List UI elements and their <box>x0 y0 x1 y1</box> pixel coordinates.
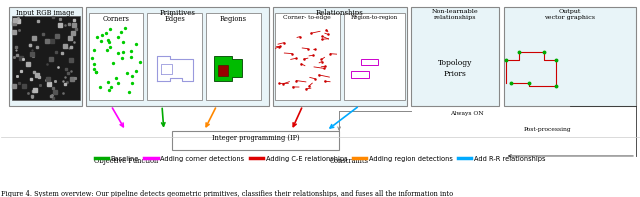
Text: Integer programming (IP): Integer programming (IP) <box>212 134 300 142</box>
Text: Input RGB image: Input RGB image <box>16 9 74 17</box>
Text: Output
vector graphics: Output vector graphics <box>544 9 595 20</box>
Text: Regions: Regions <box>220 15 247 23</box>
FancyBboxPatch shape <box>12 16 80 100</box>
Polygon shape <box>218 65 228 76</box>
Polygon shape <box>214 57 243 81</box>
FancyBboxPatch shape <box>273 7 406 106</box>
Text: Region-to-region: Region-to-region <box>351 15 398 20</box>
Text: Constraints: Constraints <box>329 157 368 165</box>
FancyBboxPatch shape <box>89 13 143 100</box>
FancyBboxPatch shape <box>86 7 269 106</box>
Text: Post-processing: Post-processing <box>524 127 572 132</box>
FancyBboxPatch shape <box>172 131 339 150</box>
Text: Objective Function: Objective Function <box>93 157 158 165</box>
FancyBboxPatch shape <box>275 13 340 100</box>
Text: Always ON: Always ON <box>450 111 483 116</box>
Text: Relationships: Relationships <box>316 9 364 17</box>
Text: Corner- to-edge: Corner- to-edge <box>284 15 331 20</box>
Legend: Baseline, Adding corner detections, Adding C-E relationships, Adding region dete: Baseline, Adding corner detections, Addi… <box>92 153 548 164</box>
FancyBboxPatch shape <box>206 13 260 100</box>
FancyBboxPatch shape <box>147 13 202 100</box>
Text: Non-learnable
relationships: Non-learnable relationships <box>432 9 479 20</box>
FancyBboxPatch shape <box>9 7 83 106</box>
Text: Corners: Corners <box>102 15 129 23</box>
Text: Topology
Priors: Topology Priors <box>438 59 472 78</box>
FancyBboxPatch shape <box>411 7 499 106</box>
Text: Figure 4. System overview: Our pipeline detects geometric primitives, classifies: Figure 4. System overview: Our pipeline … <box>1 190 454 197</box>
FancyBboxPatch shape <box>344 13 405 100</box>
FancyBboxPatch shape <box>504 7 636 106</box>
Text: Primitives: Primitives <box>159 9 195 17</box>
Text: Edges: Edges <box>164 15 185 23</box>
